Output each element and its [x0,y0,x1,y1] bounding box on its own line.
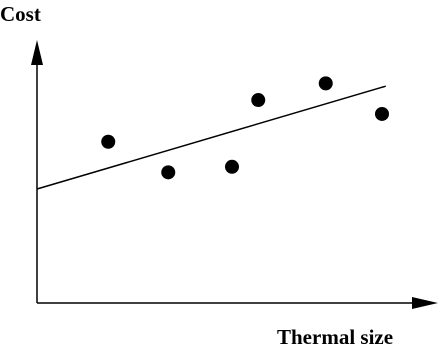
data-point-4 [251,93,266,108]
y-axis-arrowhead [31,40,43,65]
data-point-1 [101,134,116,149]
data-points [101,76,389,180]
data-point-5 [318,76,333,91]
y-axis-label: Cost [0,2,41,26]
data-point-6 [375,106,389,121]
data-point-3 [225,159,239,174]
x-axis-label: Thermal size [277,325,393,349]
x-axis-arrowhead [412,297,438,309]
data-point-2 [161,165,176,180]
trend-line [36,85,386,190]
